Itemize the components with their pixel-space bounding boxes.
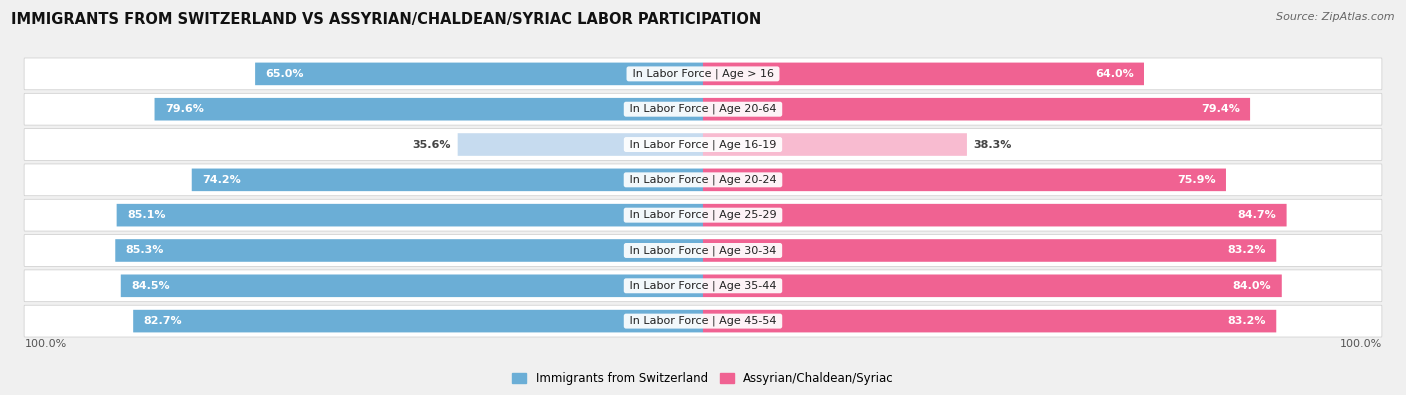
FancyBboxPatch shape (24, 129, 1382, 160)
Text: 65.0%: 65.0% (266, 69, 304, 79)
Text: 79.4%: 79.4% (1201, 104, 1240, 114)
Text: 100.0%: 100.0% (1340, 339, 1382, 349)
Text: 83.2%: 83.2% (1227, 316, 1265, 326)
FancyBboxPatch shape (458, 133, 703, 156)
Text: 74.2%: 74.2% (202, 175, 240, 185)
Text: In Labor Force | Age 16-19: In Labor Force | Age 16-19 (626, 139, 780, 150)
Text: Source: ZipAtlas.com: Source: ZipAtlas.com (1277, 12, 1395, 22)
FancyBboxPatch shape (24, 164, 1382, 196)
FancyBboxPatch shape (24, 199, 1382, 231)
Text: 84.0%: 84.0% (1233, 281, 1271, 291)
FancyBboxPatch shape (703, 310, 1277, 333)
Text: In Labor Force | Age 35-44: In Labor Force | Age 35-44 (626, 280, 780, 291)
FancyBboxPatch shape (117, 204, 703, 226)
FancyBboxPatch shape (254, 62, 703, 85)
Text: 85.1%: 85.1% (127, 210, 166, 220)
Text: IMMIGRANTS FROM SWITZERLAND VS ASSYRIAN/CHALDEAN/SYRIAC LABOR PARTICIPATION: IMMIGRANTS FROM SWITZERLAND VS ASSYRIAN/… (11, 12, 762, 27)
Text: 38.3%: 38.3% (974, 139, 1012, 150)
FancyBboxPatch shape (191, 169, 703, 191)
Text: In Labor Force | Age 25-29: In Labor Force | Age 25-29 (626, 210, 780, 220)
FancyBboxPatch shape (703, 98, 1250, 120)
Text: 64.0%: 64.0% (1095, 69, 1133, 79)
Text: 84.5%: 84.5% (131, 281, 170, 291)
FancyBboxPatch shape (703, 62, 1144, 85)
Text: In Labor Force | Age > 16: In Labor Force | Age > 16 (628, 69, 778, 79)
FancyBboxPatch shape (703, 133, 967, 156)
FancyBboxPatch shape (121, 275, 703, 297)
FancyBboxPatch shape (24, 58, 1382, 90)
Text: In Labor Force | Age 20-64: In Labor Force | Age 20-64 (626, 104, 780, 115)
FancyBboxPatch shape (703, 239, 1277, 262)
Text: 84.7%: 84.7% (1237, 210, 1277, 220)
FancyBboxPatch shape (24, 93, 1382, 125)
Text: 82.7%: 82.7% (143, 316, 183, 326)
Text: In Labor Force | Age 45-54: In Labor Force | Age 45-54 (626, 316, 780, 326)
Text: In Labor Force | Age 30-34: In Labor Force | Age 30-34 (626, 245, 780, 256)
Text: 85.3%: 85.3% (125, 245, 165, 256)
FancyBboxPatch shape (24, 305, 1382, 337)
FancyBboxPatch shape (24, 235, 1382, 266)
Legend: Immigrants from Switzerland, Assyrian/Chaldean/Syriac: Immigrants from Switzerland, Assyrian/Ch… (508, 367, 898, 390)
Text: In Labor Force | Age 20-24: In Labor Force | Age 20-24 (626, 175, 780, 185)
Text: 83.2%: 83.2% (1227, 245, 1265, 256)
FancyBboxPatch shape (134, 310, 703, 333)
Text: 35.6%: 35.6% (412, 139, 451, 150)
FancyBboxPatch shape (703, 204, 1286, 226)
FancyBboxPatch shape (155, 98, 703, 120)
FancyBboxPatch shape (115, 239, 703, 262)
Text: 79.6%: 79.6% (165, 104, 204, 114)
FancyBboxPatch shape (24, 270, 1382, 302)
FancyBboxPatch shape (703, 275, 1282, 297)
FancyBboxPatch shape (703, 169, 1226, 191)
Text: 75.9%: 75.9% (1177, 175, 1216, 185)
Text: 100.0%: 100.0% (24, 339, 66, 349)
